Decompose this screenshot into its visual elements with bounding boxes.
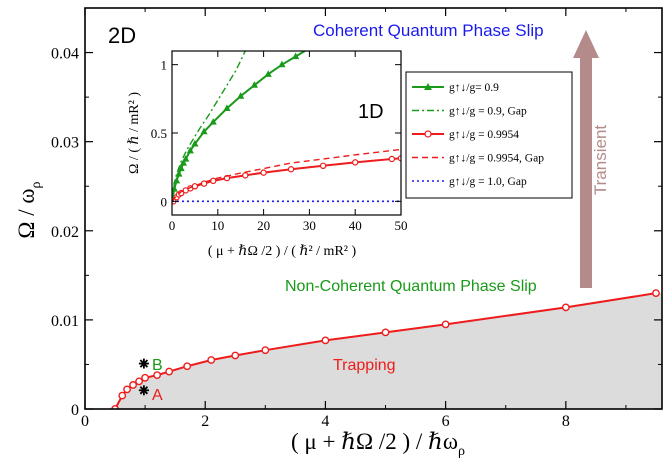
main-series-point <box>381 328 390 337</box>
inset-series-0-point <box>209 118 217 125</box>
main-series-point <box>153 371 162 380</box>
inset-series-0-point <box>191 139 199 147</box>
label-1d: 1D <box>358 101 384 123</box>
x-tick-label: 8 <box>562 413 570 430</box>
main-series-point <box>141 373 150 382</box>
svg-text:Ω / ωρ: Ω / ωρ <box>14 181 44 238</box>
inset-series-0-point <box>237 92 245 99</box>
svg-text:( μ + ℏΩ /2 ) / ℏωρ: ( μ + ℏΩ /2 ) / ℏωρ <box>291 429 465 459</box>
inset-series-0-point <box>264 70 272 77</box>
main-series-point <box>118 391 127 400</box>
inset-legend: g↑↓/g= 0.9 g↑↓/g = 0.9, Gap g↑↓/g = 0.9954… <box>405 71 573 199</box>
inset-series-2-point <box>287 166 295 173</box>
inset-series-0-point <box>186 146 194 154</box>
legend-label: g↑↓/g= 0.9 <box>449 82 499 94</box>
inset-series-2-point <box>352 159 359 166</box>
transient-arrow <box>573 30 599 288</box>
legend-item: g↑↓/g = 0.9, Gap <box>412 106 527 118</box>
main-series-point <box>321 336 330 345</box>
main-plot-frame <box>84 7 663 410</box>
inset-series-0-point <box>182 154 190 162</box>
x-tick-label: 0 <box>81 413 89 430</box>
inset-y-tick-label: 1 <box>161 58 168 73</box>
main-series-point <box>261 346 270 355</box>
y-axis-label: Ω / ωρ <box>14 181 44 238</box>
inset-x-tick-label: 0 <box>169 218 176 233</box>
main-series-point <box>441 320 450 329</box>
inset-series-0-point <box>177 164 185 172</box>
coherent-label: Coherent Quantum Phase Slip <box>313 21 544 40</box>
main-series-point <box>183 362 192 371</box>
point-b-marker <box>138 358 149 369</box>
inset-x-axis-label: ( μ + ℏΩ /2 ) / ( ℏ² / mR² ) <box>208 244 357 259</box>
main-series-point <box>129 381 137 389</box>
point-a-marker <box>138 385 149 396</box>
inset-y-axis-label: Ω / ( ℏ / mR² ) <box>127 92 142 174</box>
inset-series-2-point <box>260 169 267 176</box>
trapping-label: Trapping <box>333 357 396 374</box>
inset-series-0-point <box>200 127 208 135</box>
inset-series-0-point <box>250 81 259 88</box>
inset-y-tick-label: 0 <box>161 194 168 209</box>
inset-series-2-point <box>388 155 396 163</box>
y-tick-label: 0.02 <box>51 224 79 241</box>
legend-item: g↑↓/g = 0.9954, Gap <box>412 153 544 165</box>
inset-series-3-line <box>172 148 401 202</box>
inset-plot: 0 10 20 30 40 50 0 0.5 1 1D ( μ + ℏΩ /2 ) / ( ℏ… <box>120 44 410 270</box>
y-tick-label: 0.04 <box>51 46 79 63</box>
label-2d: 2D <box>108 23 136 48</box>
x-axis-label: ( μ + ℏΩ /2 ) / ℏωρ <box>291 429 465 459</box>
main-series-point <box>652 289 660 298</box>
inset-x-tick-label: 20 <box>257 218 270 233</box>
main-plot: 0 2 4 6 8 0 0.01 0.02 0.03 0.04 Transient 2D Coh… <box>14 7 663 459</box>
inset-series-0-point <box>278 60 286 68</box>
trapping-region <box>115 293 662 409</box>
inset-x-tick-label: 40 <box>349 218 362 233</box>
inset-series-0-point <box>179 159 188 166</box>
legend-label: g↑↓/g = 0.9954, Gap <box>449 153 544 165</box>
main-series-point <box>135 377 143 386</box>
noncoherent-label: Non-Coherent Quantum Phase Slip <box>285 278 537 295</box>
legend-label: g↑↓/g = 0.9954 <box>449 129 519 141</box>
legend-label: g↑↓/g = 1.0, Gap <box>449 176 527 188</box>
main-series-point <box>561 303 570 312</box>
inset-series-0-point <box>292 52 300 60</box>
inset-series-2-point <box>210 177 217 185</box>
x-tick-label: 2 <box>201 413 209 430</box>
inset-x-tick-label: 10 <box>211 218 224 233</box>
main-series-point <box>123 385 131 394</box>
x-tick-label: 4 <box>321 413 329 430</box>
inset-series-1-line <box>172 51 246 202</box>
point-a-label: A <box>152 387 163 404</box>
transient-label: Transient <box>591 125 610 196</box>
inset-y-tick-label: 0.5 <box>151 126 167 141</box>
legend-item: g↑↓/g= 0.9 <box>412 82 499 94</box>
inset-series-2-point <box>319 162 327 169</box>
legend-label: g↑↓/g = 0.9, Gap <box>449 106 527 118</box>
x-tick-label: 6 <box>442 413 450 430</box>
inset-series-2-point <box>242 172 249 179</box>
legend-item: g↑↓/g = 0.9954 <box>412 129 519 141</box>
inset-x-tick-label: 30 <box>303 218 316 233</box>
y-tick-label: 0.01 <box>51 313 79 330</box>
legend-item: g↑↓/g = 1.0, Gap <box>412 176 527 188</box>
main-series-point <box>165 367 174 376</box>
y-tick-label: 0 <box>71 402 79 419</box>
y-tick-label: 0.03 <box>51 135 79 152</box>
point-b-label: B <box>152 357 163 374</box>
inset-x-tick-label: 50 <box>395 218 408 233</box>
main-series-point <box>207 356 216 364</box>
main-series-point <box>231 351 240 360</box>
inset-series-0-point <box>223 104 231 111</box>
